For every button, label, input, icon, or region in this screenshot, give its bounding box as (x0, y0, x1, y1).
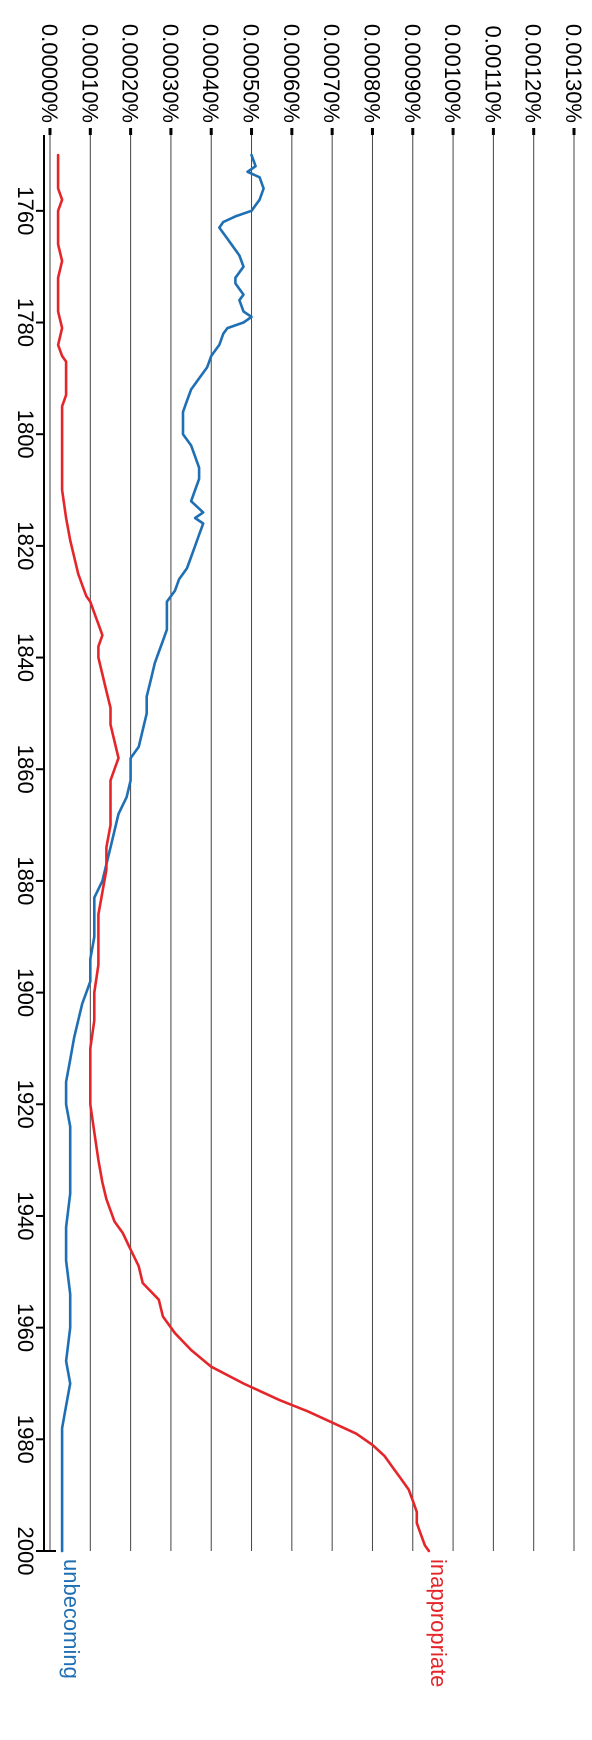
series-label-inappropriate: inappropriate (426, 1559, 451, 1687)
x-tick-label: 1760 (13, 186, 38, 235)
y-tick-label: 0.00110% (480, 26, 505, 123)
y-tick-label: 0.00120% (521, 24, 546, 123)
x-tick-label: 2000 (13, 1527, 38, 1576)
y-tick-label: 0.00000% (37, 24, 62, 123)
x-tick-label: 1940 (13, 1191, 38, 1240)
series-line-unbecoming (60, 153, 265, 1553)
x-tick-label: 1860 (13, 745, 38, 794)
series-lines (56, 153, 431, 1553)
y-tick-label: 0.00090% (400, 24, 425, 123)
series-label-unbecoming: unbecoming (59, 1559, 84, 1679)
x-tick-label: 1960 (13, 1303, 38, 1352)
y-tick-label: 0.00100% (440, 24, 465, 123)
x-tick-label: 1840 (13, 633, 38, 682)
y-tick-label: 0.00080% (359, 24, 384, 123)
y-tick-label: 0.00060% (279, 24, 304, 123)
x-tick-label: 1980 (13, 1415, 38, 1464)
y-tick-label: 0.00130% (561, 24, 586, 123)
y-tick-label: 0.00030% (158, 24, 183, 123)
y-tick-label: 0.00050% (239, 24, 264, 123)
y-tick-label: 0.00010% (77, 24, 102, 123)
y-tick-label: 0.00020% (118, 24, 143, 123)
x-tick-label: 1800 (13, 410, 38, 459)
x-tick-label: 1780 (13, 298, 38, 347)
y-tick-label: 0.00040% (198, 24, 223, 123)
gridlines (49, 135, 575, 1551)
x-tick-label: 1920 (13, 1080, 38, 1129)
x-tick-label: 1880 (13, 856, 38, 905)
axes (36, 128, 576, 1552)
x-tick-label: 1900 (13, 968, 38, 1017)
series-line-inappropriate (56, 153, 431, 1553)
y-tick-label: 0.00070% (319, 24, 344, 123)
x-tick-label: 1820 (13, 521, 38, 570)
labels: 0.00000% 0.00010% 0.00020% 0.00030% 0.00040%… (13, 24, 586, 1688)
